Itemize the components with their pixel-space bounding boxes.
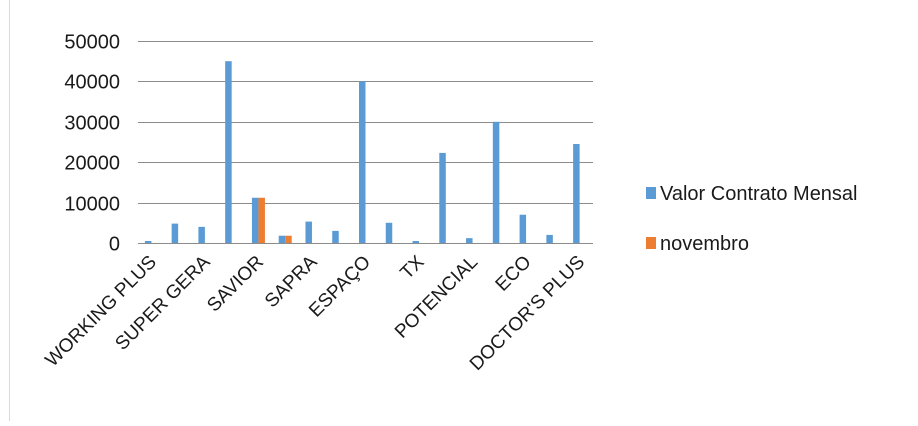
legend-swatch: [646, 237, 656, 249]
y-axis-ticks: 0 10000 20000 30000 40000 50000: [64, 32, 120, 256]
y-tick-label: 10000: [64, 194, 120, 216]
legend-label: Valor Contrato Mensal: [660, 183, 858, 205]
bar-valor-contrato-mensal: [546, 234, 553, 243]
bar-valor-contrato-mensal: [412, 240, 420, 243]
bar-valor-contrato-mensal: [144, 240, 152, 243]
bar-valor-contrato-mensal: [466, 238, 473, 243]
bar-novembro: [285, 235, 292, 243]
legend-swatch: [646, 187, 656, 199]
y-tick-label: 0: [109, 234, 120, 256]
bar-valor-contrato-mensal: [198, 226, 205, 243]
y-tick-label: 50000: [64, 32, 120, 54]
legend: Valor Contrato Mensal novembro: [646, 183, 858, 255]
bar-valor-contrato-mensal: [225, 61, 232, 244]
bars: [144, 61, 580, 244]
bar-novembro: [258, 197, 265, 243]
bar-valor-contrato-mensal: [519, 214, 527, 243]
bar-valor-contrato-mensal: [332, 230, 339, 243]
bar-valor-contrato-mensal: [305, 221, 312, 243]
y-tick-label: 20000: [64, 153, 120, 175]
y-tick-label: 30000: [64, 113, 120, 135]
bar-valor-contrato-mensal: [359, 81, 366, 244]
x-tick-label: TX: [397, 251, 429, 283]
bar-valor-contrato-mensal: [278, 235, 286, 243]
x-tick-label: SAVIOR: [203, 252, 268, 317]
bar-valor-contrato-mensal: [573, 144, 580, 243]
x-tick-label: ECO: [492, 252, 536, 296]
bar-valor-contrato-mensal: [492, 121, 500, 243]
bar-valor-contrato-mensal: [385, 222, 393, 243]
legend-label: novembro: [660, 233, 749, 255]
bar-valor-contrato-mensal: [251, 197, 259, 243]
bar-valor-contrato-mensal: [439, 152, 446, 243]
bar-valor-contrato-mensal: [171, 223, 179, 243]
y-tick-label: 40000: [64, 72, 120, 94]
x-tick-label: SUPER GERA: [111, 251, 214, 354]
